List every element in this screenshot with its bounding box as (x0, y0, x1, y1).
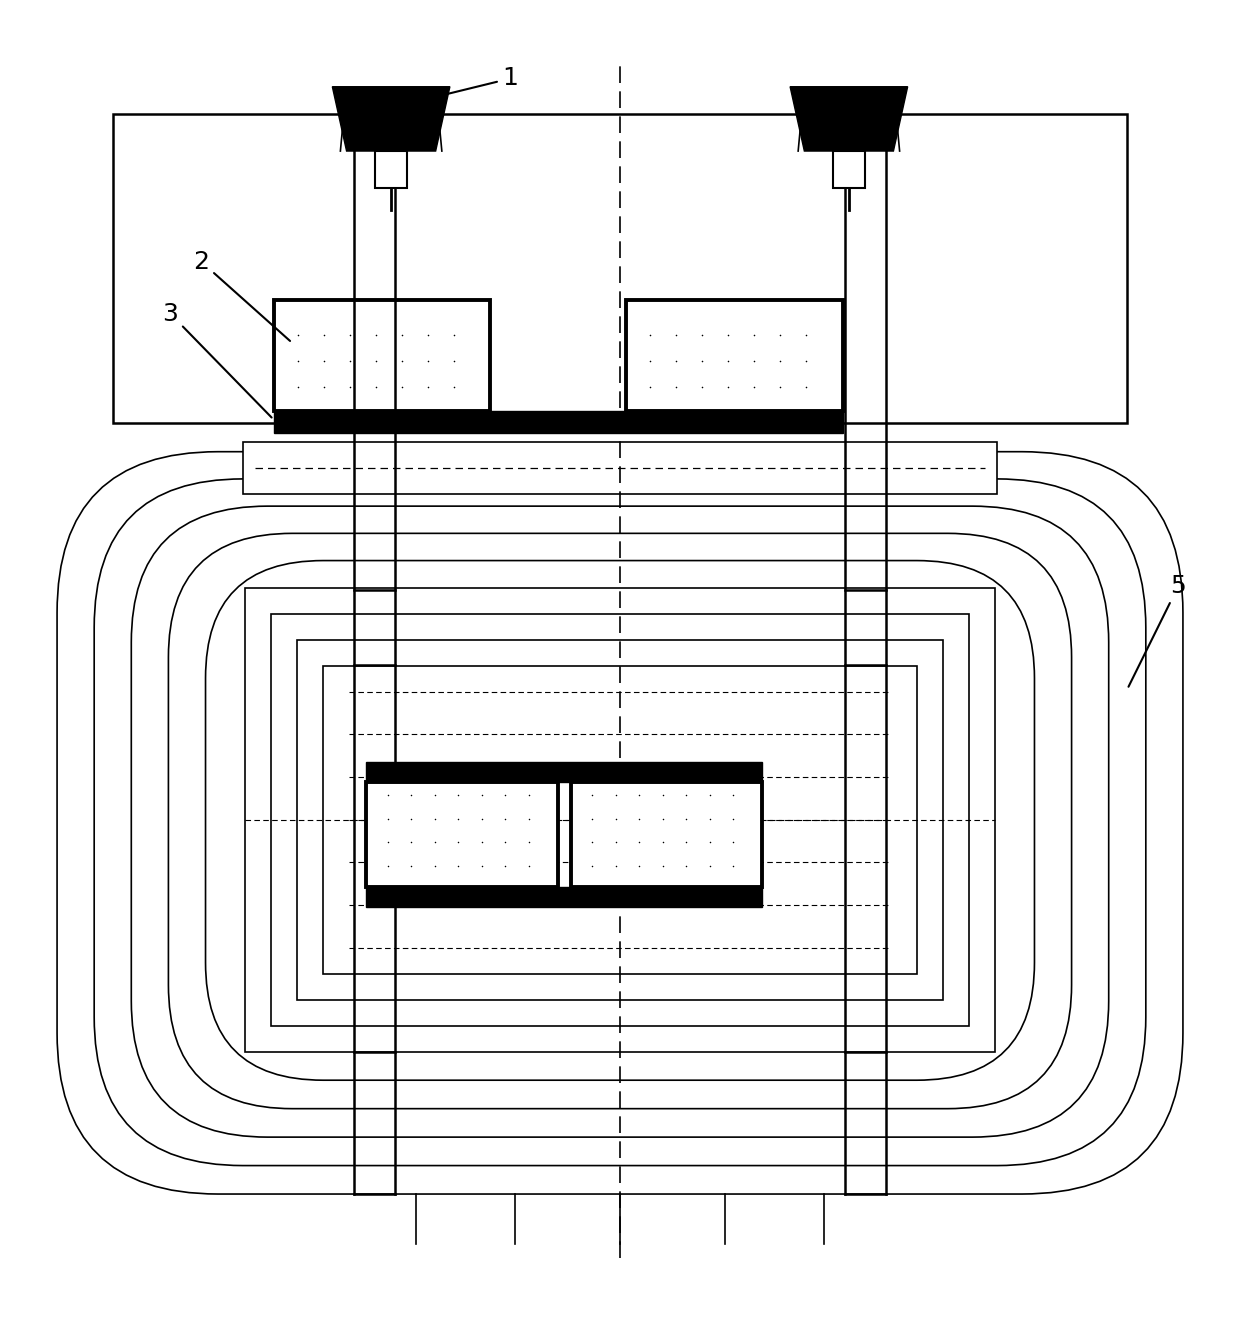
Bar (366, 888, 763, 906)
Bar (274, 299, 490, 411)
Bar (243, 441, 997, 494)
Text: 3: 3 (162, 302, 272, 417)
Bar (324, 666, 916, 974)
Polygon shape (790, 86, 908, 152)
Bar (298, 639, 942, 999)
Bar (274, 411, 843, 433)
Bar (570, 781, 763, 888)
Polygon shape (332, 86, 450, 152)
Text: 1: 1 (394, 66, 518, 108)
Text: 2: 2 (193, 250, 290, 342)
Bar (374, 152, 407, 189)
Bar (246, 587, 994, 1051)
Bar (366, 781, 558, 888)
Text: 5: 5 (1128, 574, 1187, 687)
Bar (113, 114, 1127, 423)
Bar (366, 763, 763, 781)
Bar (626, 299, 843, 411)
Bar (272, 614, 968, 1026)
Bar (833, 152, 866, 189)
